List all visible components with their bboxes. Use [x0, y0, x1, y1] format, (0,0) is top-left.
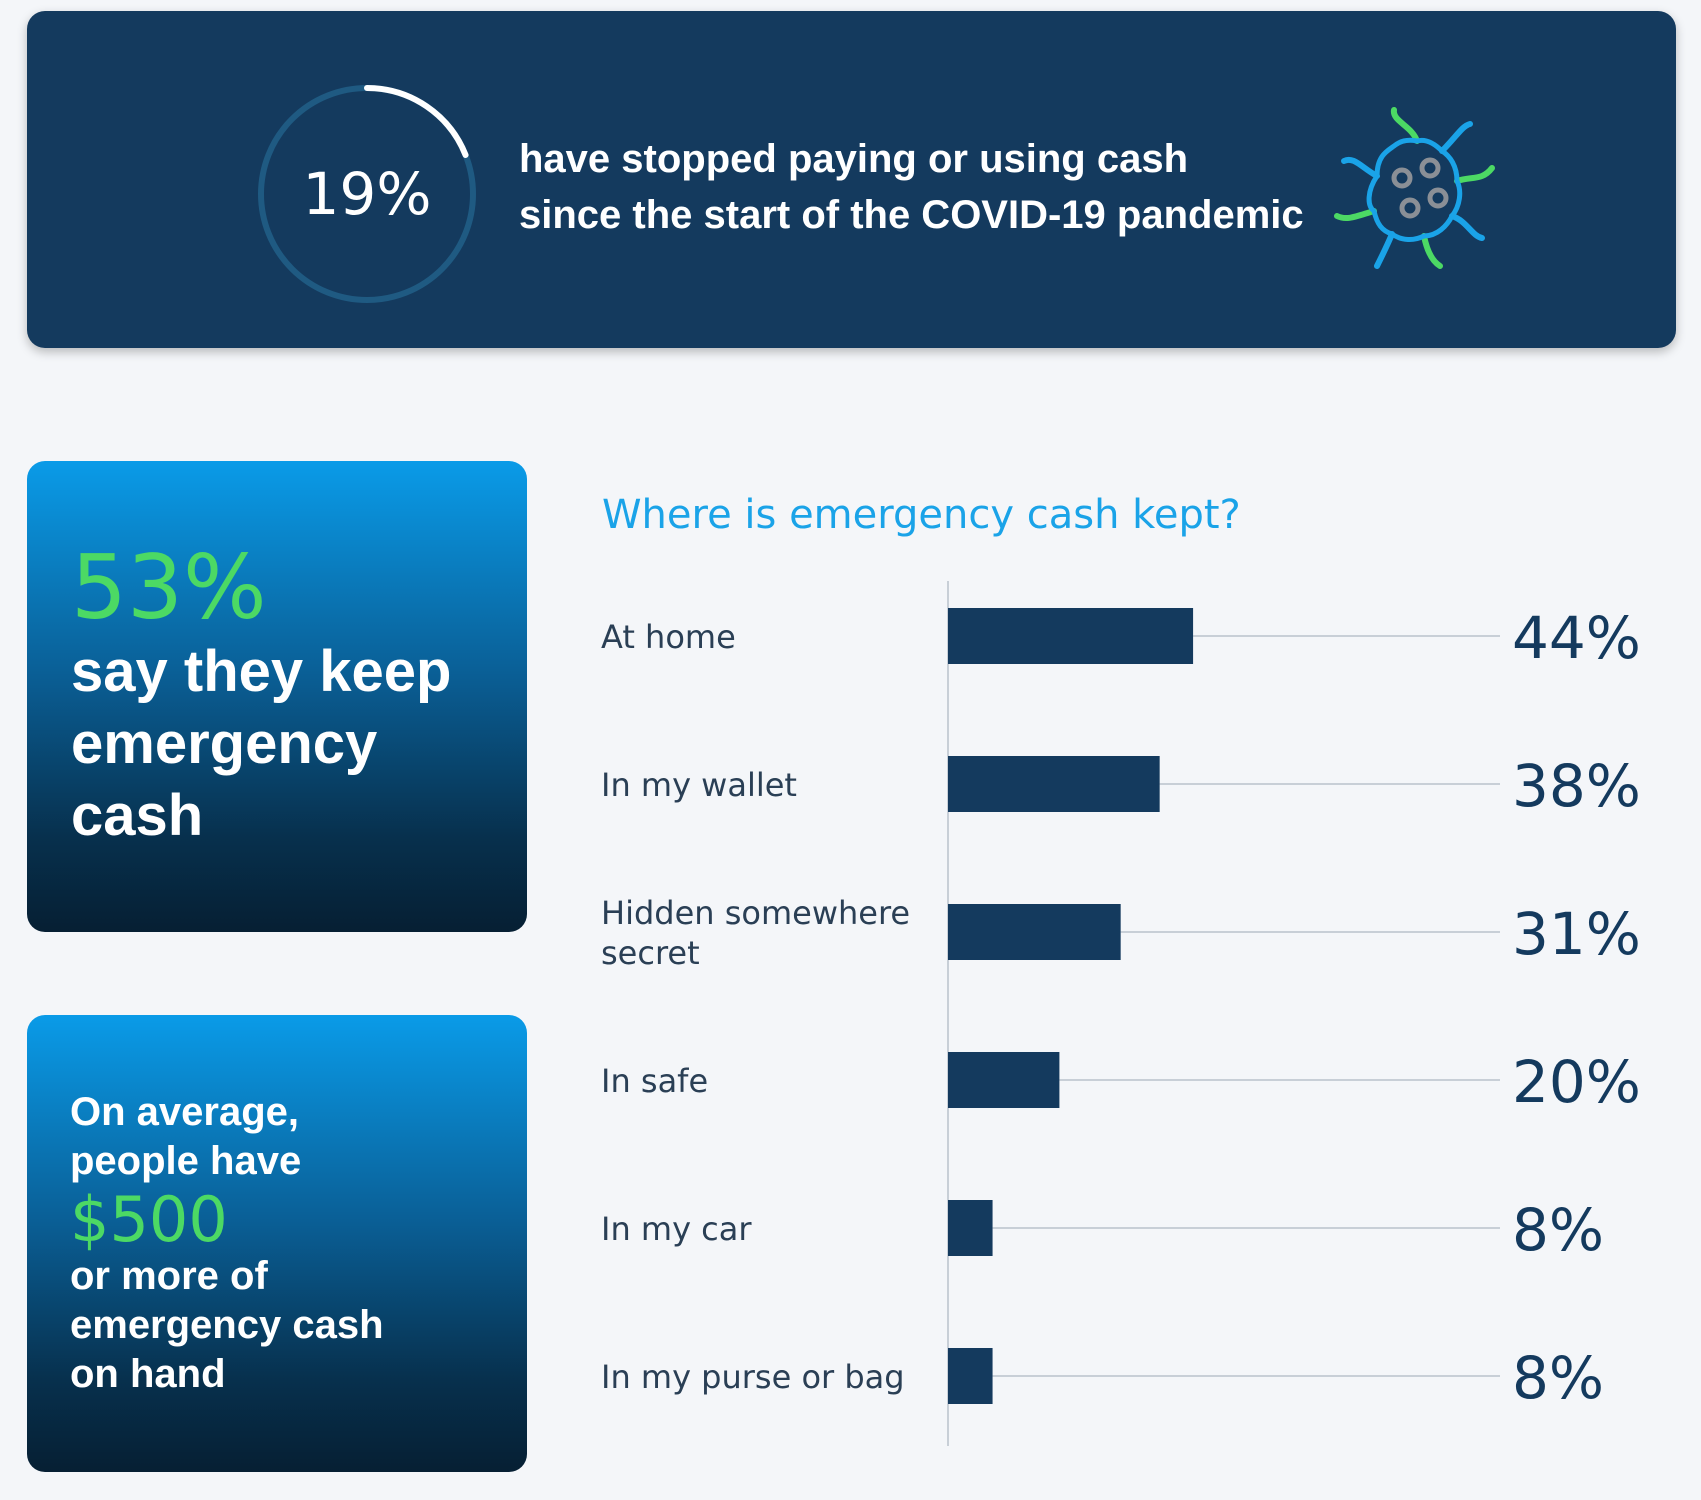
banner-percent: 19% — [302, 160, 432, 228]
banner-text: have stopped paying or using cash since … — [519, 131, 1319, 243]
category-label: Hidden somewhere — [601, 894, 910, 932]
category-label: In my wallet — [601, 766, 797, 804]
category-label: secret — [601, 934, 700, 972]
virus-icon — [1334, 107, 1495, 269]
average-line: emergency cash — [70, 1303, 384, 1347]
bar — [948, 756, 1160, 812]
category-label: In safe — [601, 1062, 708, 1100]
keep-cash-text: say they keep emergency cash — [71, 636, 451, 852]
keep-cash-card: 53% say they keep emergency cash — [27, 461, 527, 932]
bar — [948, 1348, 993, 1404]
banner: 19% have stopped paying or using cash si… — [27, 11, 1676, 348]
banner-line-1: have stopped paying or using cash — [519, 137, 1189, 181]
progress-ring-fill — [364, 85, 469, 158]
bar — [948, 608, 1194, 664]
keep-cash-line: emergency — [71, 711, 378, 776]
banner-line-2: since the start of the COVID-19 pandemic — [519, 193, 1304, 237]
average-amount: $500 — [70, 1183, 228, 1256]
value-label: 20% — [1512, 1048, 1641, 1116]
keep-cash-line: cash — [71, 783, 204, 848]
chart-title: Where is emergency cash kept? — [602, 492, 1241, 538]
value-label: 38% — [1512, 752, 1641, 820]
average-line: people have — [70, 1139, 302, 1183]
value-label: 31% — [1512, 900, 1641, 968]
bar — [948, 1052, 1060, 1108]
keep-cash-line: say they keep — [71, 639, 452, 704]
average-line: on hand — [70, 1352, 226, 1396]
value-label: 44% — [1512, 604, 1641, 672]
average-line: or more of — [70, 1254, 268, 1298]
average-cash-card: On average, people have $500 or more of … — [27, 1015, 527, 1472]
bar — [948, 904, 1121, 960]
category-label: In my purse or bag — [601, 1358, 905, 1396]
average-line: On average, — [70, 1090, 300, 1134]
category-label: At home — [601, 618, 736, 656]
category-label: In my car — [601, 1210, 752, 1248]
keep-cash-percent: 53% — [71, 536, 267, 639]
value-label: 8% — [1512, 1344, 1604, 1412]
value-label: 8% — [1512, 1196, 1604, 1264]
bar — [948, 1200, 993, 1256]
progress-ring — [258, 85, 476, 303]
